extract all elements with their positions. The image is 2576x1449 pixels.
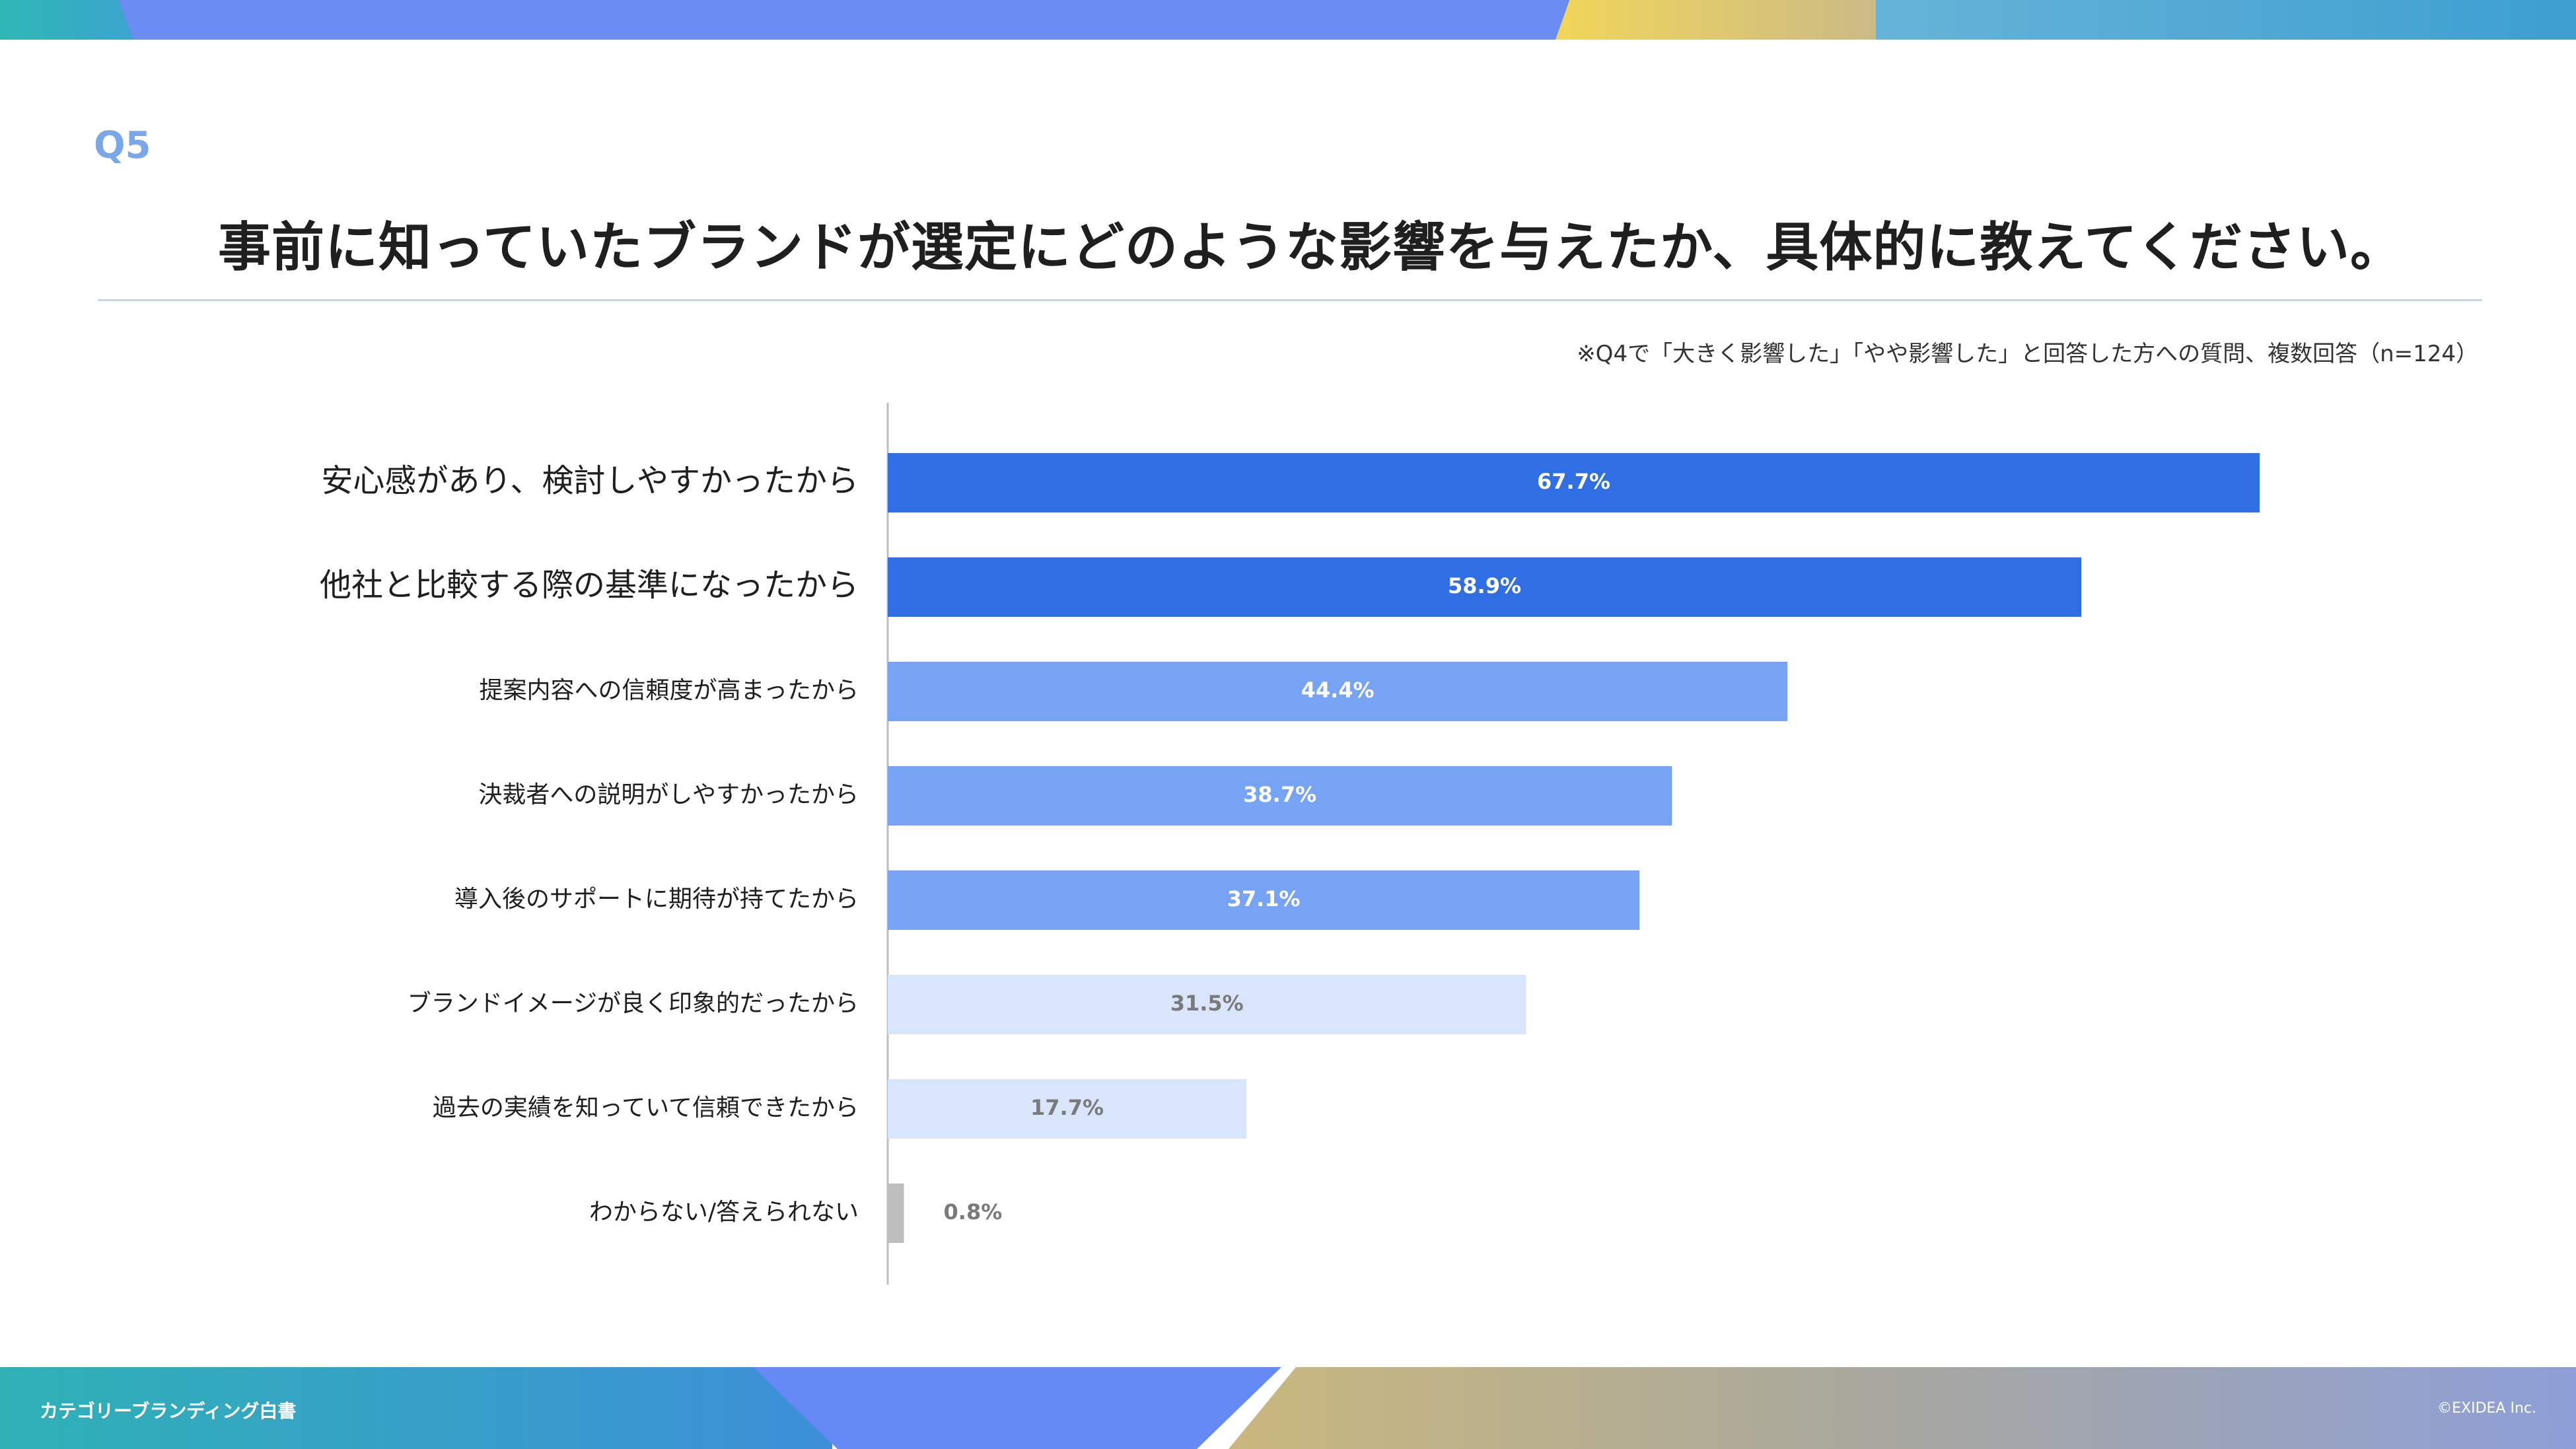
value-label-3: 44.4% xyxy=(1301,678,1375,703)
bottom-decor-sand xyxy=(1229,1367,2576,1449)
category-label-6: ブランドイメージが良く印象的だったから xyxy=(408,990,859,1017)
value-label-7: 17.7% xyxy=(1030,1095,1104,1120)
bottom-decor-blue xyxy=(753,1367,1281,1449)
value-label-4: 38.7% xyxy=(1243,782,1316,807)
value-label-6: 31.5% xyxy=(1170,991,1244,1016)
category-label-3: 提案内容への信頼度が高まったから xyxy=(479,677,859,704)
page-title: 事前に知っていたブランドが選定にどのような影響を与えたか、具体的に教えてください… xyxy=(218,217,2404,278)
top-decor-blue xyxy=(119,0,1579,40)
category-label-4: 決裁者への説明がしやすかったから xyxy=(478,781,859,808)
bottom-decor-bar xyxy=(0,1367,2576,1449)
top-decor-bar xyxy=(0,0,2576,40)
bar-7 xyxy=(888,1079,1247,1139)
value-label-1: 67.7% xyxy=(1537,469,1610,494)
value-label-2: 58.9% xyxy=(1448,573,1521,598)
footer-brand-text: カテゴリーブランディング白書 xyxy=(40,1400,297,1422)
value-label-5: 37.1% xyxy=(1227,886,1301,911)
category-label-2: 他社と比較する際の基準になったから xyxy=(320,567,859,604)
bar-8 xyxy=(888,1184,904,1243)
bar-group: 安心感があり、検討しやすかったから 67.7% 他社と比較する際の基準になったから 5… xyxy=(320,453,2260,1243)
footer-copyright: ©EXIDEA Inc. xyxy=(2437,1400,2536,1417)
category-label-1: 安心感があり、検討しやすかったから xyxy=(321,462,859,499)
bar-2 xyxy=(888,557,2082,617)
sample-note: ※Q4で「大きく影響した」「やや影響した」と回答した方への質問、複数回答（n=1… xyxy=(1577,341,2478,367)
category-label-7: 過去の実績を知っていて信頼できたから xyxy=(433,1094,859,1121)
bottom-decor-teal xyxy=(0,1367,832,1449)
value-label-8: 0.8% xyxy=(944,1199,1003,1224)
question-number: Q5 xyxy=(94,124,151,167)
category-label-8: わからない/答えられない xyxy=(589,1199,859,1226)
bar-3 xyxy=(888,662,1788,721)
bar-5 xyxy=(888,870,1640,930)
category-label-5: 導入後のサポートに期待が持てたから xyxy=(454,886,859,913)
bar-chart: 安心感があり、検討しやすかったから 67.7% 他社と比較する際の基準になったから 5… xyxy=(320,403,2260,1285)
bar-4 xyxy=(888,766,1672,826)
bar-1 xyxy=(888,453,2260,512)
title-divider xyxy=(98,299,2482,301)
top-decor-sky xyxy=(1876,0,2576,40)
bar-6 xyxy=(888,975,1526,1034)
top-decor-yellow xyxy=(1556,0,1906,40)
